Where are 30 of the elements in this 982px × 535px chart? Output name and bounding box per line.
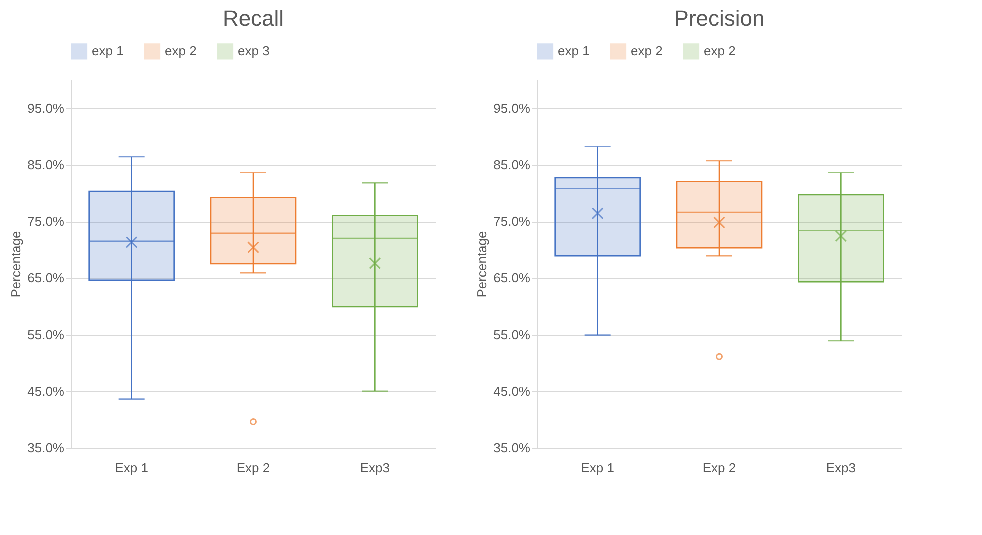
legend-label: exp 1: [558, 44, 590, 59]
y-axis-title: Percentage: [8, 231, 24, 298]
y-tick-label: 55.0%: [28, 327, 65, 342]
y-tick-label: 75.0%: [494, 214, 531, 230]
x-tick-label: Exp 2: [236, 460, 270, 476]
y-tick-label: 65.0%: [494, 270, 531, 286]
y-tick-label: 95.0%: [494, 100, 531, 116]
y-tick-label: 95.0%: [28, 100, 65, 116]
chart-title: Recall: [222, 6, 284, 31]
x-tick-label: Exp3: [360, 460, 390, 476]
y-tick-label: 35.0%: [28, 440, 65, 456]
x-tick-label: Exp 1: [115, 460, 148, 476]
y-tick-label: 85.0%: [494, 157, 531, 172]
chart-title: Precision: [674, 6, 765, 31]
legend-label: exp 2: [631, 44, 663, 59]
x-tick-label: Exp 2: [702, 460, 736, 476]
y-tick-label: 45.0%: [494, 384, 531, 399]
x-tick-label: Exp3: [826, 460, 856, 476]
y-tick-label: 35.0%: [494, 440, 531, 456]
y-tick-label: 75.0%: [28, 214, 65, 230]
y-tick-label: 65.0%: [28, 270, 65, 286]
y-tick-label: 85.0%: [28, 157, 65, 172]
legend-label: exp 1: [92, 44, 124, 59]
y-tick-label: 45.0%: [28, 384, 65, 399]
legend-label: exp 2: [165, 44, 197, 59]
x-tick-label: Exp 1: [581, 460, 614, 476]
legend-label: exp 2: [704, 44, 736, 59]
y-axis-title: Percentage: [474, 231, 490, 298]
legend-label: exp 3: [238, 44, 270, 59]
y-tick-label: 55.0%: [494, 327, 531, 342]
